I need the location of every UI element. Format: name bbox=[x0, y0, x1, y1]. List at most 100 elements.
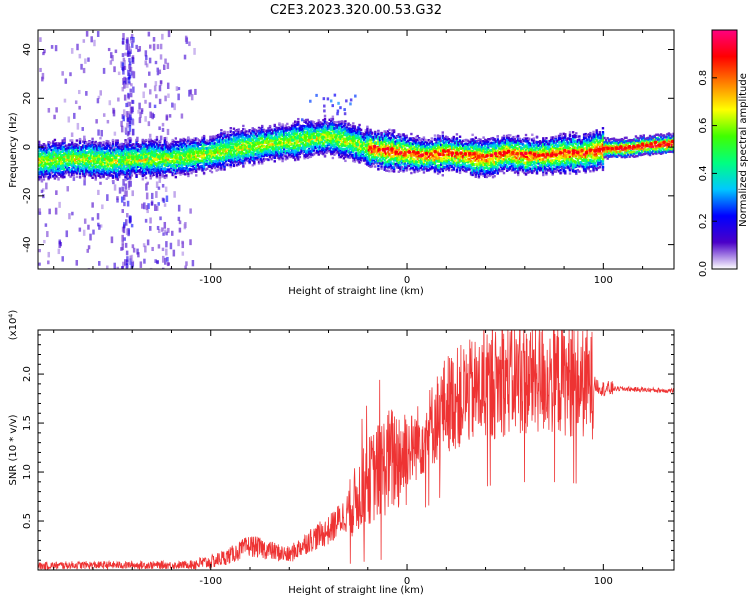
spectrogram-band-cell bbox=[52, 165, 55, 168]
spectrogram-band-cell bbox=[221, 144, 225, 148]
spectrogram-band-cell bbox=[359, 134, 363, 138]
spectrogram-band-cell bbox=[195, 155, 198, 158]
spectrogram-noise-cell bbox=[148, 102, 152, 108]
spectrogram-band-cell bbox=[220, 153, 223, 157]
spectrogram-band-cell bbox=[333, 145, 336, 149]
spectrogram-band-cell bbox=[267, 150, 270, 153]
spectrogram-band-cell bbox=[212, 159, 215, 163]
spectrogram-band-cell bbox=[141, 165, 145, 169]
spectrogram-band-cell bbox=[103, 157, 107, 161]
spectrogram-band-cell bbox=[240, 138, 243, 142]
spectrogram-noise-cell bbox=[135, 44, 138, 50]
spectrogram-band-cell bbox=[260, 144, 264, 147]
spectrogram-band-cell bbox=[94, 151, 97, 155]
spectrogram-band-cell bbox=[100, 175, 104, 178]
spectrogram-band-cell bbox=[308, 124, 311, 127]
spectrogram-band-cell bbox=[69, 175, 72, 178]
spectrogram-band-cell bbox=[212, 156, 215, 159]
spectrogram-band-cell bbox=[242, 146, 245, 149]
spectrogram-noise-cell bbox=[148, 133, 152, 138]
spectrogram-band-cell bbox=[370, 159, 374, 162]
spectrogram-band-cell bbox=[97, 144, 101, 147]
spectrogram-noise-cell bbox=[138, 117, 142, 124]
spectrogram-band-cell bbox=[260, 145, 264, 149]
spectrogram-band-cell bbox=[143, 166, 146, 169]
spectrogram-band-cell bbox=[100, 144, 104, 147]
spectrogram-band-cell bbox=[278, 122, 281, 125]
spectrogram-band-cell bbox=[124, 140, 127, 144]
spectrogram-band-cell bbox=[378, 141, 382, 144]
spectrogram-band-cell bbox=[270, 132, 273, 135]
spectrogram-band-cell bbox=[323, 114, 327, 118]
spectrogram-band-cell bbox=[297, 129, 300, 132]
spectrogram-band-cell bbox=[97, 151, 101, 155]
spectrogram-band-cell bbox=[328, 150, 331, 154]
spectrogram-band-cell bbox=[44, 175, 47, 178]
spectrogram-band-cell bbox=[217, 147, 220, 150]
spectrogram-band-cell bbox=[130, 165, 134, 168]
spectrogram-band-cell bbox=[251, 134, 254, 137]
spectrogram-band-cell bbox=[361, 143, 364, 146]
spectrogram-band-cell bbox=[256, 153, 259, 157]
spectrogram-band-cell bbox=[330, 131, 333, 135]
spectrogram-band-cell bbox=[256, 150, 259, 153]
spectrogram-noise-cell bbox=[155, 181, 159, 188]
spectrogram-band-cell bbox=[94, 174, 97, 177]
spectrogram-band-cell bbox=[348, 152, 352, 156]
spectrogram-band-cell bbox=[229, 143, 232, 146]
spectrogram-band-cell bbox=[185, 141, 189, 144]
spectrogram-noise-cell bbox=[87, 224, 90, 230]
spectrogram-band-cell bbox=[184, 162, 187, 165]
spectrogram-band-cell bbox=[374, 149, 377, 152]
spectrogram-band-cell bbox=[215, 169, 218, 172]
spectrogram-band-cell bbox=[270, 157, 273, 161]
spectrogram-band-cell bbox=[297, 153, 300, 156]
spectrogram-band-cell bbox=[133, 150, 137, 153]
spectrogram-band-cell bbox=[330, 141, 333, 145]
spectrogram-band-cell bbox=[309, 133, 313, 136]
spectrogram-noise-cell bbox=[109, 60, 113, 65]
spectrogram-band-cell bbox=[190, 157, 193, 160]
spectrogram-band-cell bbox=[149, 150, 152, 154]
spectrogram-noise-cell bbox=[129, 258, 132, 265]
spectrogram-band-cell bbox=[56, 143, 60, 147]
spectrogram-band-cell bbox=[341, 144, 344, 148]
spectrogram-band-cell bbox=[281, 134, 284, 138]
spectrogram-band-cell bbox=[303, 150, 306, 153]
spectrogram-band-cell bbox=[234, 146, 237, 149]
spectrogram-band-cell bbox=[174, 137, 178, 140]
spectrogram-noise-cell bbox=[128, 74, 132, 79]
spectrogram-band-cell bbox=[103, 167, 107, 171]
spectrogram-band-cell bbox=[162, 143, 165, 147]
spectrogram-band-cell bbox=[207, 140, 210, 143]
spectrogram-band-cell bbox=[276, 154, 280, 157]
spectrogram-band-cell bbox=[284, 135, 287, 138]
spectrogram-band-cell bbox=[334, 142, 338, 146]
spectrogram-band-cell bbox=[155, 149, 159, 152]
spectrogram-noise-cell bbox=[158, 98, 162, 105]
spectrogram-band-cell bbox=[381, 156, 385, 159]
spectrogram-band-cell bbox=[326, 147, 330, 150]
spectrogram-band-cell bbox=[331, 121, 335, 125]
spectrogram-band-cell bbox=[111, 152, 115, 156]
spectrogram-band-cell bbox=[53, 160, 57, 163]
spectrogram-band-cell bbox=[275, 145, 278, 148]
spectrogram-band-cell bbox=[328, 131, 331, 134]
spectrogram-band-cell bbox=[165, 141, 168, 144]
spectrogram-noise-cell bbox=[128, 101, 132, 107]
spectrogram-band-cell bbox=[348, 127, 352, 130]
spectrogram-band-cell bbox=[184, 173, 187, 176]
spectrogram-band-cell bbox=[287, 141, 291, 144]
spectrogram-band-cell bbox=[342, 133, 346, 137]
spectrogram-band-cell bbox=[70, 143, 74, 146]
spectrogram-band-cell bbox=[364, 130, 368, 134]
spectrogram-band-cell bbox=[103, 151, 107, 154]
spectrogram-band-cell bbox=[268, 133, 272, 137]
spectrogram-band-cell bbox=[251, 141, 254, 145]
spectrogram-band-cell bbox=[132, 169, 135, 173]
spectrogram-band-cell bbox=[289, 129, 292, 133]
spectrogram-band-cell bbox=[352, 150, 355, 154]
spectrogram-band-cell bbox=[132, 148, 135, 151]
spectrogram-band-cell bbox=[204, 149, 207, 152]
spectrogram-band-cell bbox=[358, 146, 361, 150]
